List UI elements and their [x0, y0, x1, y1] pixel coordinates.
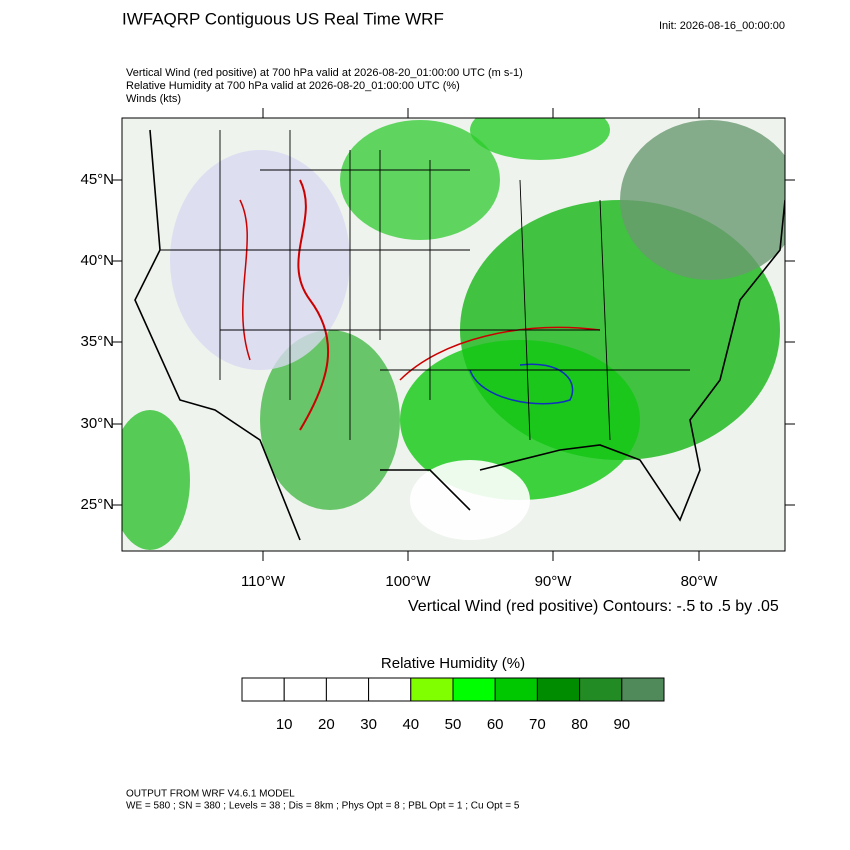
footer-line: WE = 580 ; SN = 380 ; Levels = 38 ; Dis …: [126, 801, 520, 812]
colorbar-title: Relative Humidity (%): [381, 655, 525, 672]
lat-label: 25°N: [80, 496, 114, 513]
colorbar-box: [536, 677, 581, 702]
header-line: Winds (kts): [126, 93, 181, 105]
colorbar-tick-label: 40: [402, 716, 419, 733]
colorbar-tick-label: 50: [445, 716, 462, 733]
lon-label: 80°W: [681, 573, 719, 590]
colorbar-box: [283, 677, 327, 702]
colorbar-box: [410, 677, 454, 702]
title: IWFAQRP Contiguous US Real Time WRF: [122, 9, 444, 28]
colorbar-tick-label: 30: [360, 716, 377, 733]
colorbar-box: [621, 677, 665, 702]
contour-info: Vertical Wind (red positive) Contours: -…: [408, 598, 779, 615]
colorbar-tick-label: 20: [318, 716, 335, 733]
lon-label: 100°W: [385, 573, 431, 590]
colorbar-box: [325, 677, 370, 702]
footer-line: OUTPUT FROM WRF V4.6.1 MODEL: [126, 789, 295, 800]
lat-label: 45°N: [80, 171, 114, 188]
colorbar-box: [241, 677, 285, 702]
colorbar-box: [579, 677, 623, 702]
colorbar-box: [452, 677, 496, 702]
lat-label: 35°N: [80, 333, 114, 350]
init-time: Init: 2026-08-16_00:00:00: [659, 20, 785, 32]
header-line: Relative Humidity at 700 hPa valid at 20…: [126, 80, 460, 92]
lon-label: 90°W: [535, 573, 573, 590]
colorbar-tick-label: 80: [571, 716, 588, 733]
header-line: Vertical Wind (red positive) at 700 hPa …: [126, 67, 523, 79]
map: [121, 117, 786, 552]
lon-label: 110°W: [241, 573, 286, 590]
lat-label: 30°N: [80, 415, 114, 432]
colorbar-tick-label: 70: [529, 716, 546, 733]
colorbar-tick-label: 10: [276, 716, 293, 733]
colorbar-box: [494, 677, 538, 702]
colorbar-box: [368, 677, 412, 702]
colorbar-tick-label: 90: [613, 716, 630, 733]
colorbar-tick-label: 60: [487, 716, 504, 733]
lat-label: 40°N: [80, 252, 114, 269]
